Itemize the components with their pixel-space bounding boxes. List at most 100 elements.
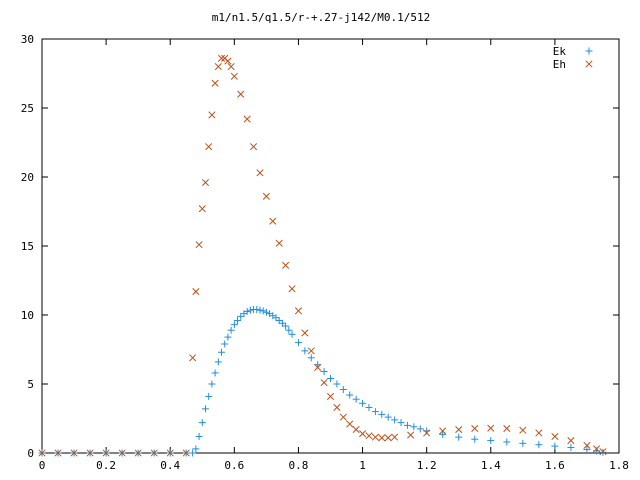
y-tick-label: 5 [27,378,34,391]
data-point-ek [259,307,267,315]
data-point-ek [320,368,328,376]
data-point-ek [205,392,213,400]
data-point-ek [503,438,511,446]
data-point-eh [535,429,543,437]
data-point-eh [503,424,511,432]
data-point-eh [407,431,415,439]
data-point-ek [439,430,447,438]
data-point-ek [282,322,290,330]
data-point-ek [246,306,254,314]
data-point-eh [593,445,601,453]
data-point-ek [352,395,360,403]
data-point-ek [201,405,209,413]
data-point-ek [378,410,386,418]
data-point-ek [583,446,591,454]
data-point-ek [307,354,315,362]
y-axis: 0 5 10 15 20 25 30 [21,33,619,460]
x-tick-label: 1.6 [545,459,565,472]
data-point-eh [365,432,373,440]
data-point-ek [365,403,373,411]
data-point-ek [551,442,559,450]
data-point-eh [211,79,219,87]
data-point-ek [195,432,203,440]
data-point-eh [208,111,216,119]
y-tick-label: 10 [21,309,34,322]
data-point-eh [201,178,210,187]
data-point-eh [205,143,213,151]
data-point-eh [288,285,296,293]
data-point-eh [166,449,174,457]
data-point-eh [230,72,238,80]
data-point-ek [227,326,235,334]
data-point-eh [326,392,335,400]
data-point-eh [333,403,341,412]
data-point-eh [214,63,222,71]
data-point-eh [256,169,264,177]
data-point-ek [221,340,229,348]
data-point-ek [333,380,341,388]
data-point-eh [70,449,78,457]
data-point-ek [567,443,575,451]
data-point-eh [301,329,309,337]
data-point-eh [262,192,270,200]
y-tick-label: 0 [27,447,34,460]
data-point-ek [234,317,242,325]
data-point-eh [391,433,399,441]
data-point-ek [535,441,543,449]
data-point-eh [134,449,142,457]
data-point-eh [384,434,392,442]
data-point-ek [455,433,463,441]
series-ek [38,305,607,457]
series-eh [38,54,607,457]
chart-title: m1/n1.5/q1.5/r-+.27-j142/M0.1/512 [212,11,431,24]
x-tick-label: 0.4 [160,459,180,472]
y-tick-label: 15 [21,240,34,253]
data-point-eh [118,449,126,457]
data-point-eh [192,287,200,296]
data-point-ek [294,339,302,347]
data-point-eh [307,347,315,355]
x-tick-label: 1.4 [481,459,501,472]
series-layer [38,54,607,457]
x-tick-label: 0.6 [224,459,244,472]
data-point-ek [253,305,261,313]
data-point-ek [214,358,222,366]
data-point-eh [282,261,290,269]
data-point-ek [339,386,347,394]
data-point-ek [288,330,296,338]
data-point-eh [250,143,258,151]
data-point-eh [294,307,302,315]
x-axis: 0 0.2 0.4 0.6 0.8 1 1.2 1.4 1.6 1.8 [39,39,629,472]
y-tick-label: 25 [21,102,34,115]
data-point-eh [346,420,354,428]
data-point-eh [487,424,495,432]
data-point-ek [487,437,495,445]
legend-marker-ek [585,47,593,55]
data-point-eh [551,432,559,440]
data-point-ek [391,416,399,424]
x-tick-label: 1.2 [417,459,437,472]
data-point-eh [38,449,46,457]
data-point-ek [519,439,527,447]
data-point-eh [217,54,226,62]
data-point-ek [230,321,238,329]
data-point-eh [195,241,203,249]
data-point-ek [410,423,418,431]
data-point-ek [403,421,411,429]
data-point-eh [339,413,347,421]
data-point-eh [150,449,158,457]
data-point-ek [224,333,232,341]
plot-frame [41,38,620,454]
data-point-eh [352,425,360,434]
data-point-eh [439,427,447,435]
data-point-eh [243,115,251,123]
data-point-eh [378,434,386,442]
data-point-ek [301,347,309,355]
data-point-ek [192,445,200,453]
data-point-eh [371,433,379,441]
data-point-eh [320,379,328,387]
data-point-eh [471,424,479,432]
data-point-ek [198,419,206,427]
legend-label-eh: Eh [553,58,566,71]
data-point-ek [327,374,334,382]
